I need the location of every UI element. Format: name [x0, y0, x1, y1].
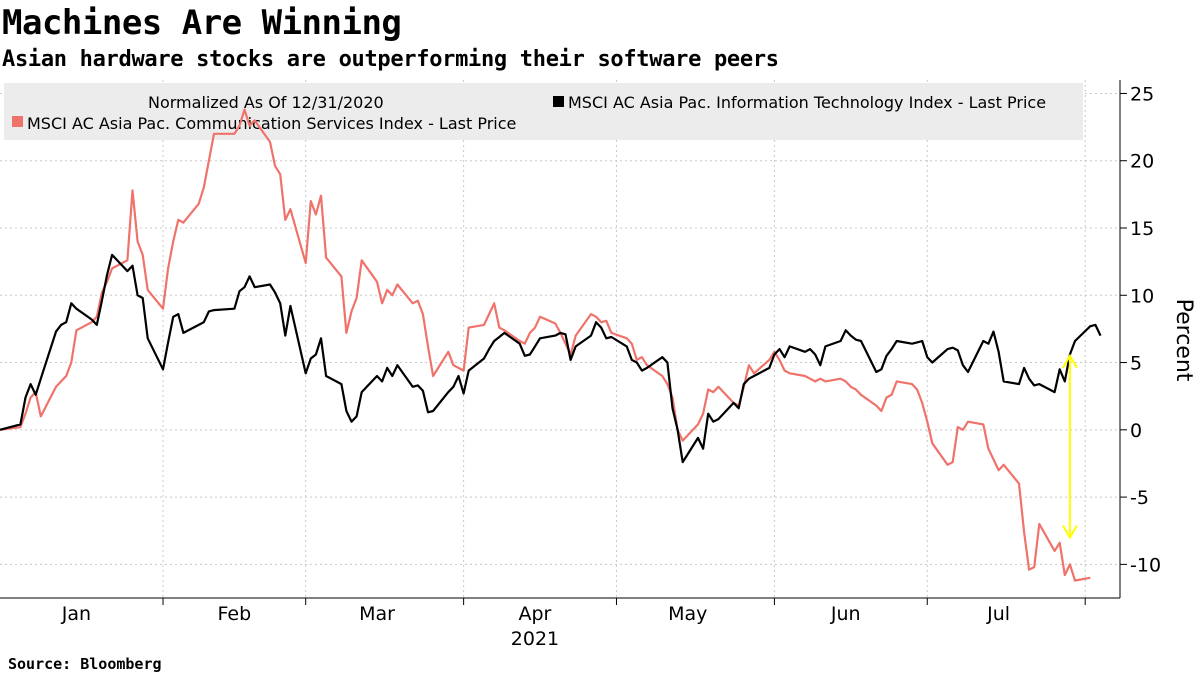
axes: 25 20 15 10 5 0 -5 -10 Jan Feb Mar Apr May Jun Jul 2021… — [0, 80, 1196, 650]
legend-label-comm: MSCI AC Asia Pac. Communication Services… — [27, 114, 516, 133]
x-tick-label: May — [668, 603, 707, 625]
y-axis-label: Percent — [1171, 299, 1196, 382]
x-year-label: 2021 — [511, 628, 559, 650]
series-line-comm — [0, 108, 1091, 582]
gap-arrow-head-bottom — [1062, 524, 1078, 540]
legend-box — [4, 83, 1083, 140]
y-tick-label: 25 — [1130, 83, 1154, 105]
series — [0, 108, 1102, 582]
series-line-tech — [0, 253, 1102, 464]
y-tick-label: -10 — [1130, 554, 1161, 576]
x-tick-label: Mar — [359, 603, 395, 625]
gap-annotation — [1062, 353, 1078, 540]
legend-label-tech: MSCI AC Asia Pac. Information Technology… — [568, 93, 1046, 112]
legend-swatch-tech — [553, 96, 564, 107]
y-tick-label: 10 — [1130, 285, 1154, 307]
legend-note: Normalized As Of 12/31/2020 — [148, 93, 384, 112]
y-tick-label: 15 — [1130, 218, 1154, 240]
chart-title: Machines Are Winning — [2, 3, 402, 43]
x-tick-label: Feb — [218, 603, 252, 625]
y-tick-label: 20 — [1130, 151, 1154, 173]
legend-swatch-comm — [12, 116, 23, 127]
x-tick-label: Jul — [986, 603, 1010, 625]
gap-arrow-head-top — [1062, 353, 1078, 369]
x-tick-label: Apr — [519, 603, 552, 625]
y-tick-label: -5 — [1130, 487, 1149, 509]
y-tick-label: 0 — [1130, 420, 1142, 442]
source-note: Source: Bloomberg — [8, 655, 162, 673]
legend: Normalized As Of 12/31/2020 MSCI AC Asia… — [12, 93, 1046, 133]
x-tick-label: Jun — [830, 603, 861, 625]
chart-subtitle: Asian hardware stocks are outperforming … — [2, 47, 779, 72]
y-tick-label: 5 — [1130, 353, 1142, 375]
x-tick-label: Jan — [61, 603, 91, 625]
